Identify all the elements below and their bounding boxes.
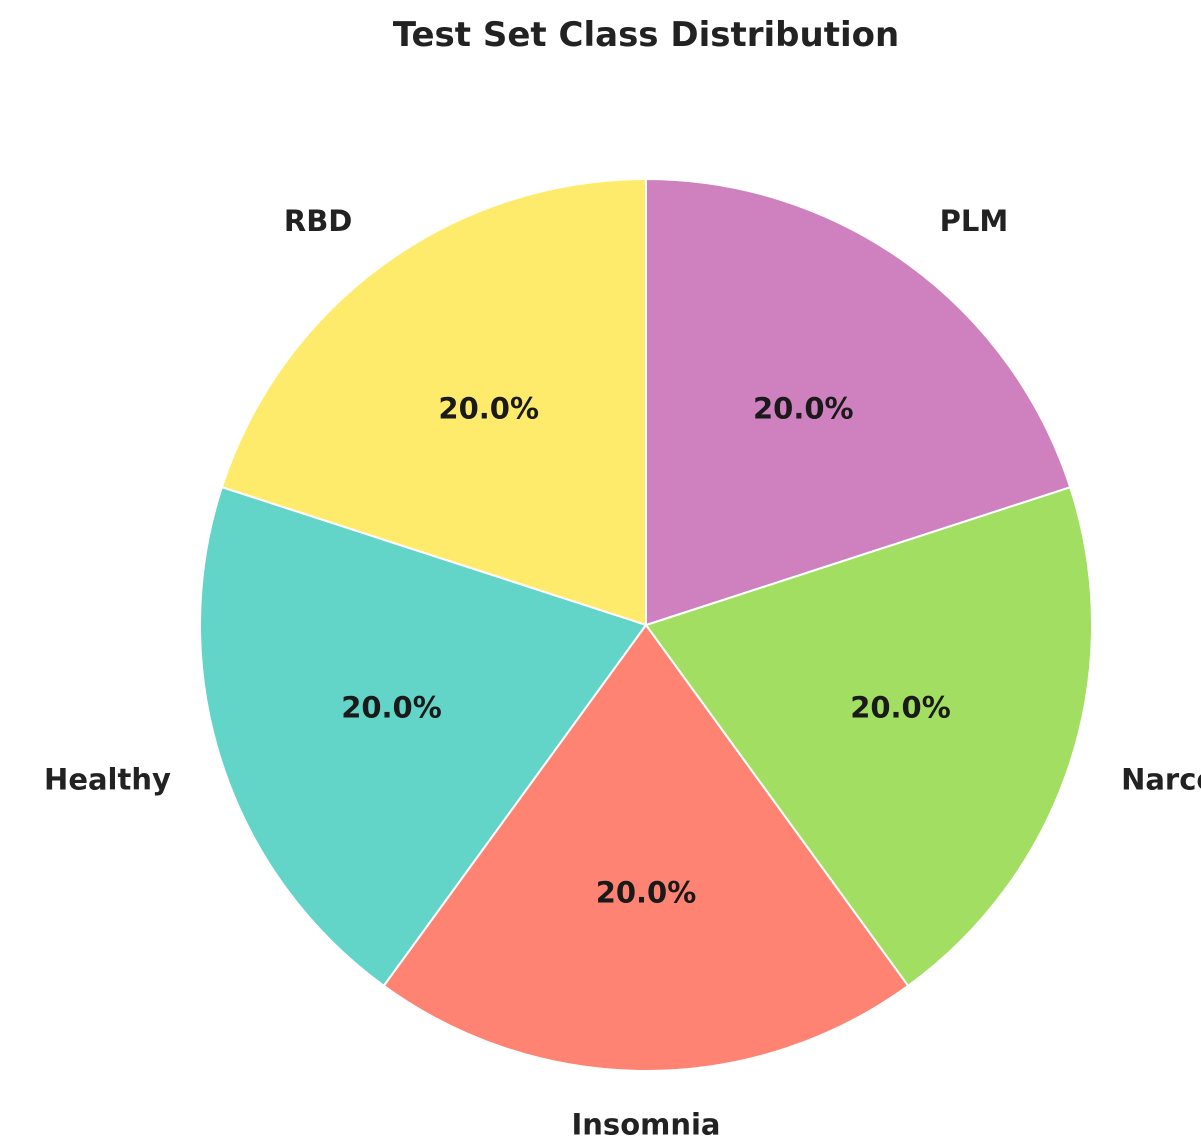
percent-label-rbd: 20.0% <box>438 392 539 426</box>
pie-slice-rbd <box>220 177 647 627</box>
pie-slice-plm <box>645 177 1072 627</box>
pie-slice-healthy <box>199 485 648 988</box>
pie-slice-narcolepsy <box>644 485 1093 988</box>
category-labels: RBD Healthy Insomnia Narcolepsy PLM <box>44 204 1201 1142</box>
percent-label-plm: 20.0% <box>753 392 854 426</box>
pie-slice-insomnia <box>382 623 910 1072</box>
percent-label-healthy: 20.0% <box>341 691 442 725</box>
percent-labels: 20.0% 20.0% 20.0% 20.0% 20.0% <box>341 392 951 910</box>
percent-label-narcolepsy: 20.0% <box>850 691 951 725</box>
pie-slices <box>199 177 1093 1072</box>
category-label-rbd: RBD <box>284 204 353 238</box>
category-label-insomnia: Insomnia <box>572 1108 721 1142</box>
chart-title: Test Set Class Distribution <box>393 15 899 55</box>
percent-label-insomnia: 20.0% <box>596 876 697 910</box>
category-label-healthy: Healthy <box>44 762 171 796</box>
category-label-narcolepsy: Narcolepsy <box>1121 762 1201 796</box>
category-label-plm: PLM <box>940 204 1009 238</box>
